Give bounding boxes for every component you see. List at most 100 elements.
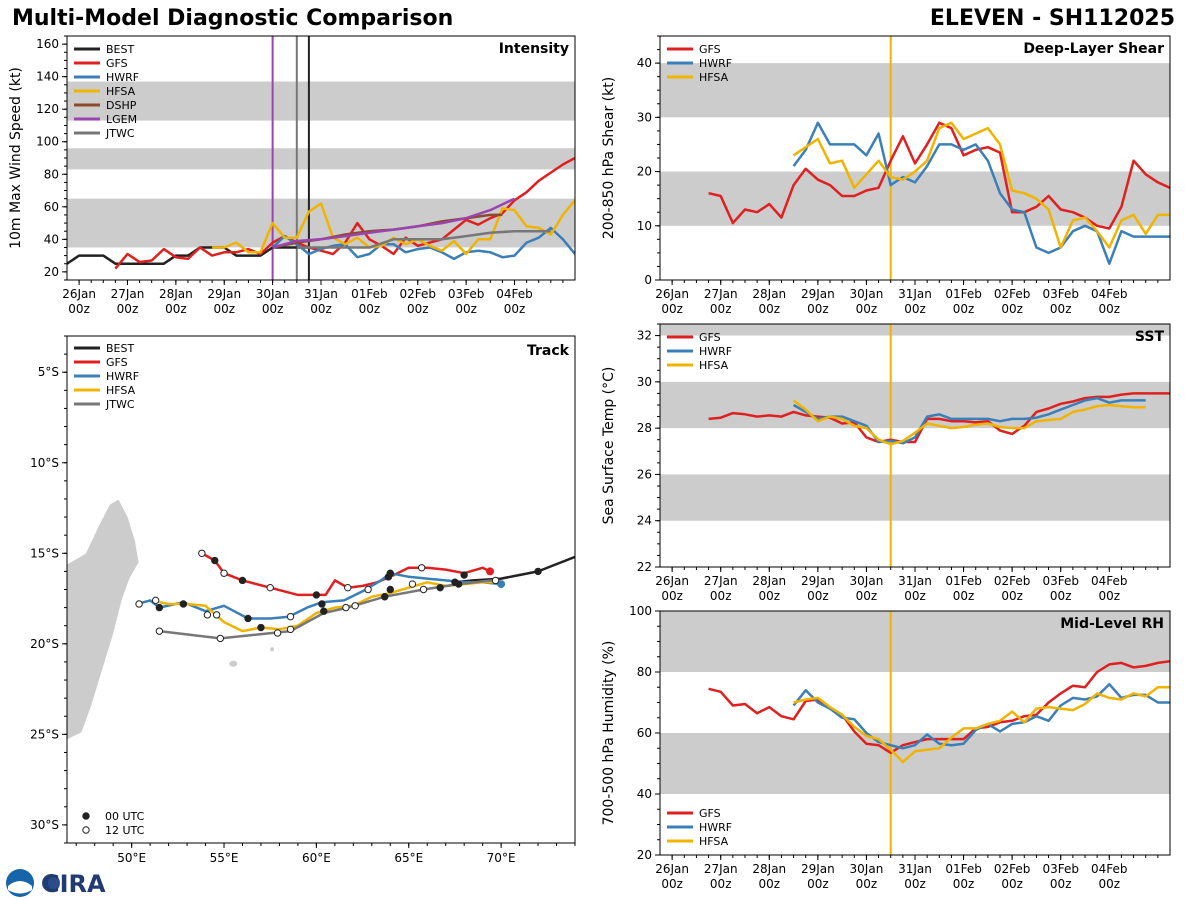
x-tick-label: 30Jan bbox=[850, 574, 884, 588]
track-position-marker bbox=[216, 634, 225, 643]
panel-title: Deep-Layer Shear bbox=[1023, 41, 1164, 57]
track-position-marker bbox=[408, 580, 417, 588]
y-tick-label: 20 bbox=[637, 848, 652, 862]
legend-label-lgem: LGEM bbox=[106, 113, 137, 126]
track-line-best bbox=[454, 555, 575, 584]
track-position-marker bbox=[286, 625, 295, 634]
x-tick-sublabel: 00z bbox=[1001, 877, 1023, 891]
panel-title: Track bbox=[527, 343, 570, 359]
track-position-marker bbox=[436, 583, 444, 592]
x-tick-label: 31Jan bbox=[898, 862, 932, 876]
legend-label-hwrf: HWRF bbox=[699, 345, 732, 358]
noaa-wave-icon bbox=[8, 881, 32, 894]
y-tick-label: 22 bbox=[637, 560, 652, 574]
x-tick-label: 31Jan bbox=[304, 287, 338, 301]
x-tick-sublabel: 00z bbox=[807, 877, 829, 891]
intensity-panel: 2040608010012014016026Jan00z27Jan00z28Ja… bbox=[8, 35, 576, 316]
landmass-island bbox=[229, 660, 238, 667]
x-tick-sublabel: 00z bbox=[856, 302, 878, 316]
x-tick-label: 29Jan bbox=[801, 287, 835, 301]
y-tick-label: 40 bbox=[44, 232, 59, 246]
y-tick-label: 32 bbox=[637, 329, 652, 343]
x-tick-label: 27Jan bbox=[704, 287, 738, 301]
track-position-marker bbox=[179, 600, 188, 608]
track-position-marker bbox=[491, 576, 500, 585]
x-tick-sublabel: 00z bbox=[661, 877, 683, 891]
y-tick-label: 160 bbox=[36, 37, 59, 51]
legend-label-hfsa: HFSA bbox=[699, 359, 729, 372]
shade-band bbox=[660, 63, 1170, 118]
series-line-lgem bbox=[272, 197, 516, 249]
x-tick-label: 65°E bbox=[394, 851, 423, 865]
legend-label-gfs: GFS bbox=[106, 57, 128, 70]
track-position-marker bbox=[344, 583, 352, 592]
x-tick-label: 31Jan bbox=[898, 574, 932, 588]
storm-id: ELEVEN - SH112025 bbox=[929, 6, 1175, 31]
x-tick-label: 03Feb bbox=[448, 287, 485, 301]
panel-title: Mid-Level RH bbox=[1060, 616, 1164, 632]
legend-label-hwrf: HWRF bbox=[106, 370, 139, 383]
x-tick-sublabel: 00z bbox=[807, 302, 829, 316]
shade-band bbox=[660, 611, 1170, 672]
x-tick-label: 02Feb bbox=[994, 574, 1031, 588]
x-tick-label: 31Jan bbox=[898, 287, 932, 301]
marker-legend-label: 12 UTC bbox=[105, 824, 145, 837]
x-tick-label: 01Feb bbox=[945, 574, 982, 588]
y-tick-label: 100 bbox=[629, 604, 652, 618]
x-tick-label: 26Jan bbox=[655, 862, 689, 876]
track-position-marker bbox=[286, 612, 295, 621]
y-tick-label: 28 bbox=[637, 421, 652, 435]
x-tick-label: 02Feb bbox=[994, 287, 1031, 301]
track-end-marker bbox=[486, 567, 495, 576]
shade-band bbox=[660, 474, 1170, 521]
y-tick-label: 25°S bbox=[30, 727, 59, 741]
y-tick-label: 80 bbox=[637, 665, 652, 679]
series-line-hwrf bbox=[792, 396, 1146, 445]
x-tick-sublabel: 00z bbox=[856, 589, 878, 603]
y-tick-label: 10 bbox=[637, 219, 652, 233]
series-line-gfs bbox=[708, 121, 1170, 230]
legend-label-hfsa: HFSA bbox=[106, 85, 136, 98]
series-line-gfs bbox=[708, 392, 1170, 444]
x-tick-label: 29Jan bbox=[801, 862, 835, 876]
track-position-marker bbox=[460, 571, 468, 579]
x-tick-sublabel: 00z bbox=[1050, 302, 1072, 316]
y-tick-label: 20°S bbox=[30, 637, 59, 651]
legend-label-best: BEST bbox=[106, 43, 134, 56]
track-position-marker bbox=[212, 611, 221, 619]
track-position-marker bbox=[135, 600, 143, 608]
track-position-marker bbox=[220, 569, 228, 577]
legend-label-gfs: GFS bbox=[106, 356, 128, 369]
track-position-marker bbox=[273, 629, 282, 637]
legend-label-dshp: DSHP bbox=[106, 99, 137, 112]
x-tick-label: 30Jan bbox=[850, 287, 884, 301]
shade-band bbox=[660, 324, 1170, 336]
series-line-gfs bbox=[708, 660, 1170, 755]
track-position-marker bbox=[312, 591, 321, 599]
track-position-marker bbox=[151, 596, 160, 605]
x-tick-label: 02Feb bbox=[994, 862, 1031, 876]
y-tick-label: 10°S bbox=[30, 456, 59, 470]
series-line-best bbox=[67, 246, 309, 265]
x-tick-sublabel: 00z bbox=[165, 302, 187, 316]
y-tick-label: 40 bbox=[637, 56, 652, 70]
legend-label-hwrf: HWRF bbox=[699, 57, 732, 70]
track-panel: 50°E 55°E 60°E 65°E 70°E 5°S 10°S 15°S 20°S 25°S 3… bbox=[30, 335, 576, 865]
track-position-marker bbox=[342, 603, 350, 612]
panel-title: SST bbox=[1135, 329, 1165, 345]
x-tick-label: 26Jan bbox=[655, 287, 689, 301]
legend-label-jtwc: JTWC bbox=[105, 398, 135, 411]
legend-label-hwrf: HWRF bbox=[699, 821, 732, 834]
x-tick-sublabel: 00z bbox=[455, 302, 477, 316]
x-tick-label: 60°E bbox=[302, 851, 331, 865]
track-position-marker bbox=[364, 585, 372, 594]
cira-logo: CIRA bbox=[6, 869, 106, 898]
track-position-marker bbox=[244, 614, 252, 623]
x-tick-label: 04Feb bbox=[1091, 574, 1128, 588]
shade-band bbox=[660, 381, 1170, 429]
y-tick-label: 20 bbox=[637, 165, 652, 179]
x-tick-label: 03Feb bbox=[1042, 862, 1079, 876]
shade-band bbox=[67, 148, 575, 170]
landmass-madagascar bbox=[67, 498, 140, 741]
